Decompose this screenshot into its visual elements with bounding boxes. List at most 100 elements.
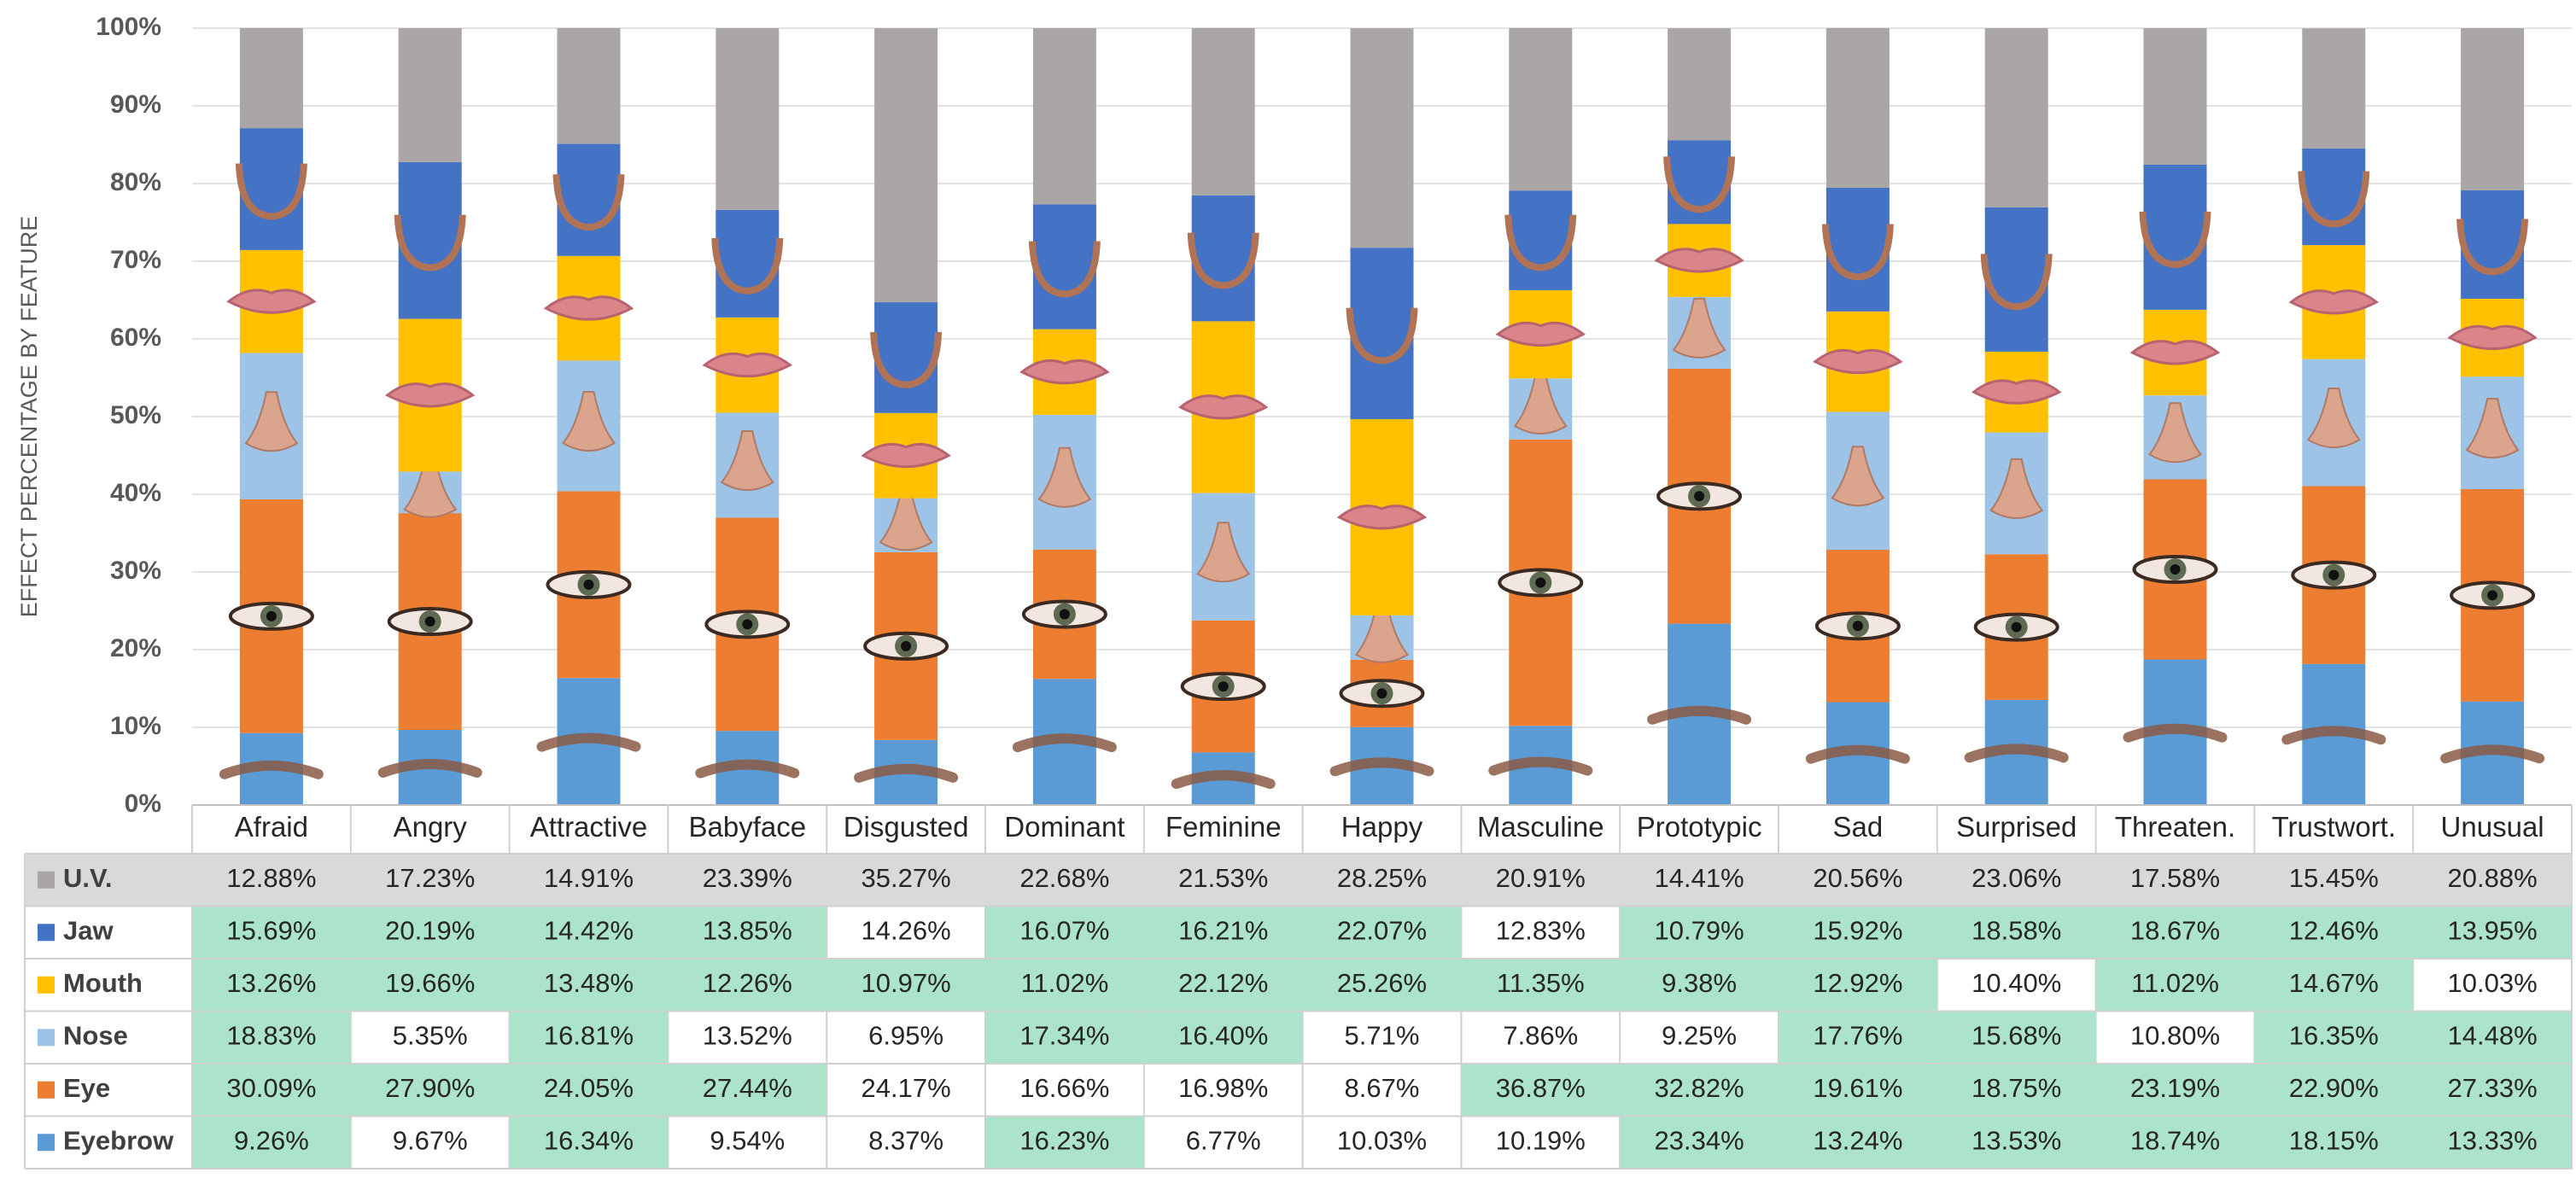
table-cell: 14.26% (862, 915, 951, 945)
cell-highlight (1936, 1064, 2096, 1117)
bar-segment (874, 28, 938, 303)
mouth-icon (1495, 321, 1586, 347)
nose-icon (2465, 398, 2520, 458)
cell-highlight (192, 1011, 351, 1064)
legend-label: Eye (63, 1073, 110, 1103)
bar-segment (239, 27, 303, 129)
legend-label: Eyebrow (63, 1125, 174, 1155)
table-cell: 5.71% (1345, 1020, 1420, 1050)
jaw-icon (1980, 254, 2053, 311)
table-cell: 17.34% (1019, 1020, 1109, 1050)
cell-highlight (350, 1064, 510, 1117)
table-cell: 15.92% (1813, 915, 1902, 945)
bar-segment (1350, 28, 1414, 248)
jaw-icon (552, 174, 625, 231)
cell-highlight (1779, 959, 1937, 1012)
eye-pupil (266, 610, 277, 621)
x-tick-label: Disgusted (844, 811, 969, 843)
bar-segment (2302, 28, 2366, 149)
cell-highlight (1143, 906, 1303, 959)
eye-pupil (2328, 569, 2339, 580)
legend-swatch (38, 976, 55, 994)
table-cell: 16.40% (1178, 1020, 1268, 1050)
y-tick-label: 100% (96, 13, 161, 41)
x-tick-label: Masculine (1477, 811, 1604, 843)
jaw-icon (1504, 214, 1577, 271)
table-cell: 8.67% (1345, 1073, 1420, 1103)
x-tick-label: Dominant (1004, 811, 1124, 843)
bar-segment (874, 302, 938, 413)
x-tick-label: Trustwort. (2272, 811, 2396, 843)
bar-segment (1984, 28, 2048, 207)
table-cell: 16.98% (1178, 1073, 1268, 1103)
nose-icon (562, 390, 616, 452)
table-cell: 19.66% (385, 968, 475, 998)
table-cell: 10.03% (1337, 1125, 1427, 1155)
legend-swatch (38, 1081, 55, 1099)
cell-highlight (509, 1116, 669, 1169)
cell-highlight (1620, 1116, 1779, 1169)
eyebrow-icon (2281, 726, 2386, 745)
bar-segment (557, 27, 621, 144)
eye-pupil (2011, 621, 2022, 633)
nose-icon (1672, 297, 1726, 359)
table-cell: 11.35% (1497, 968, 1585, 998)
y-tick-label: 40% (110, 479, 161, 507)
table-cell: 15.69% (226, 915, 316, 945)
eyebrow-icon (1647, 705, 1752, 725)
bar-segment (716, 209, 780, 318)
eyebrow-icon (536, 732, 641, 752)
x-tick-label: Unusual (2441, 811, 2544, 843)
table-cell: 11.02% (1020, 968, 1108, 998)
legend-swatch (38, 924, 55, 942)
cell-highlight (2254, 1116, 2414, 1169)
table-cell: 17.23% (385, 863, 475, 893)
mouth-icon (1177, 394, 1269, 420)
x-tick-label: Sad (1833, 811, 1884, 843)
eye-pupil (2170, 563, 2181, 575)
table-cell: 27.90% (385, 1073, 475, 1103)
table-cell: 23.39% (703, 863, 792, 893)
table-cell: 27.33% (2448, 1073, 2538, 1103)
table-cell: 18.75% (1971, 1073, 2061, 1103)
cell-highlight (350, 906, 510, 959)
bar-segment (2461, 28, 2525, 191)
cell-highlight (192, 1064, 351, 1117)
table-cell: 12.26% (703, 968, 792, 998)
cell-highlight (1143, 1011, 1303, 1064)
cell-highlight (1779, 1064, 1937, 1117)
jaw-icon (235, 163, 307, 220)
table-cell: 18.58% (1971, 915, 2061, 945)
table-cell: 13.24% (1813, 1125, 1902, 1155)
mouth-icon (384, 382, 476, 408)
table-cell: 10.97% (862, 968, 951, 998)
table-cell: 10.03% (2448, 968, 2538, 998)
eyebrow-icon (1329, 757, 1434, 777)
table-cell: 9.25% (1662, 1020, 1737, 1050)
table-cell: 12.92% (1813, 968, 1902, 998)
cell-highlight (985, 1011, 1144, 1064)
table-cell: 10.19% (1496, 1125, 1586, 1155)
table-cell: 28.25% (1337, 863, 1427, 893)
bar-segment (1509, 27, 1573, 191)
cell-highlight (1936, 1011, 2096, 1064)
table-cell: 23.06% (1971, 863, 2061, 893)
nose-icon (1513, 373, 1568, 435)
cell-highlight (1779, 906, 1937, 959)
x-tick-label: Angry (394, 811, 468, 843)
jaw-icon (394, 214, 466, 271)
cell-highlight (1461, 1064, 1621, 1117)
bar-segment (398, 28, 462, 162)
legend-label: U.V. (63, 863, 112, 893)
table-cell: 32.82% (1655, 1073, 1744, 1103)
x-tick-label: Afraid (235, 811, 308, 843)
table-cell: 13.52% (703, 1020, 792, 1050)
table-cell: 18.67% (2130, 915, 2220, 945)
row-bg (25, 854, 2572, 907)
eye-pupil (1535, 577, 1546, 588)
cell-highlight (1620, 906, 1779, 959)
table-cell: 13.95% (2448, 915, 2538, 945)
eyebrow-icon (1488, 756, 1593, 776)
nose-icon (1196, 522, 1251, 583)
